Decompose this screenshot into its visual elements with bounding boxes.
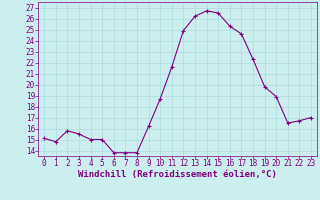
X-axis label: Windchill (Refroidissement éolien,°C): Windchill (Refroidissement éolien,°C)	[78, 170, 277, 179]
